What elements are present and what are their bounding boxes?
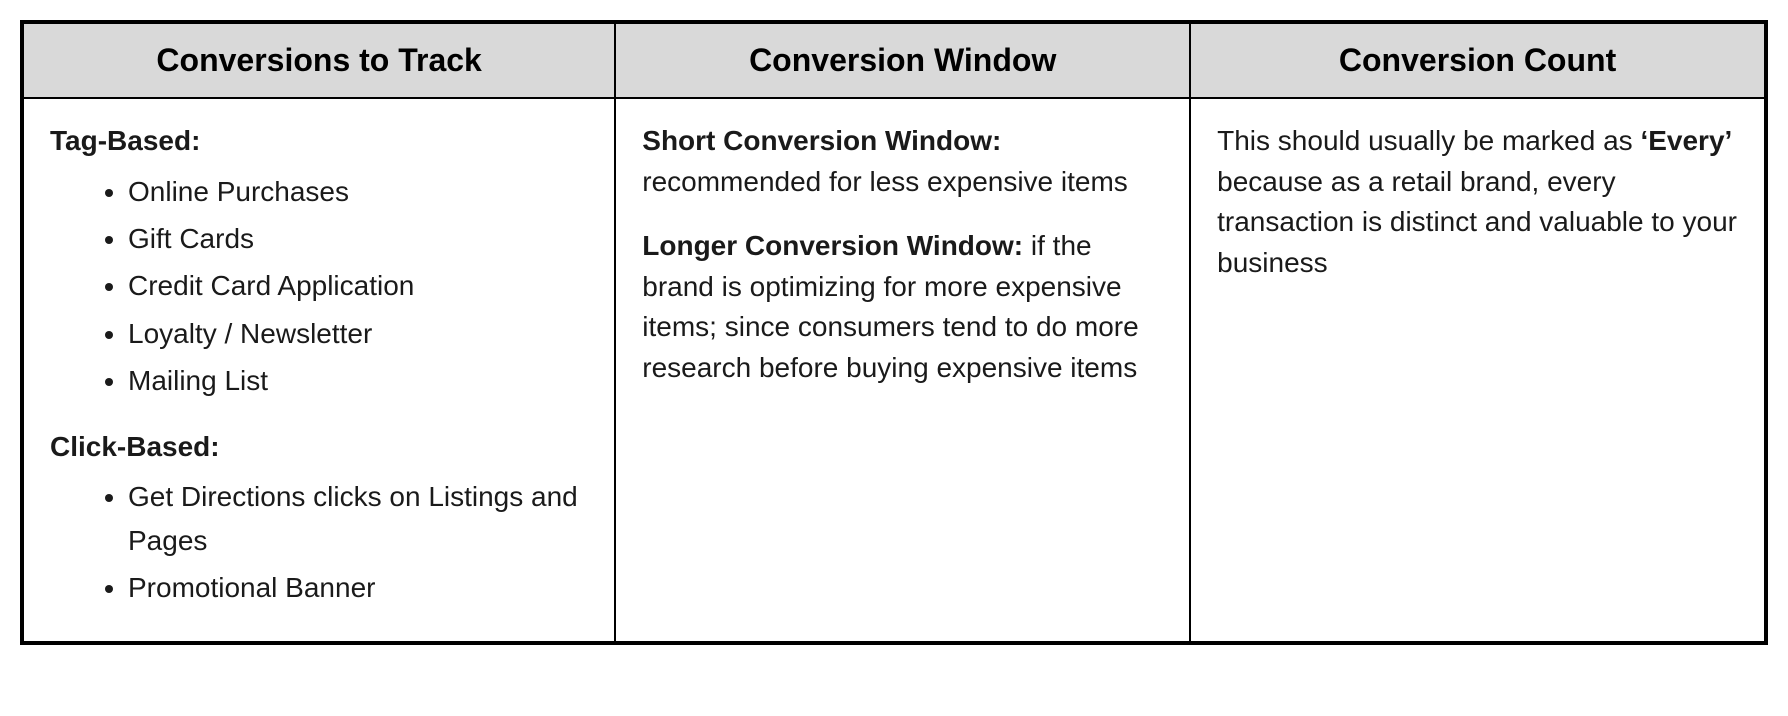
list-item: Credit Card Application bbox=[128, 262, 588, 309]
cell-conversions-to-track: Tag-Based: Online Purchases Gift Cards C… bbox=[23, 98, 615, 642]
short-window-body: recommended for less expensive items bbox=[642, 166, 1128, 197]
list-item: Get Directions clicks on Listings and Pa… bbox=[128, 473, 588, 564]
col-header-conversion-window: Conversion Window bbox=[615, 23, 1190, 98]
list-item: Promotional Banner bbox=[128, 564, 588, 611]
short-window-heading: Short Conversion Window: bbox=[642, 125, 1001, 156]
list-item: Gift Cards bbox=[128, 215, 588, 262]
longer-window-block: Longer Conversion Window: if the brand i… bbox=[642, 226, 1163, 388]
table-header-row: Conversions to Track Conversion Window C… bbox=[23, 23, 1765, 98]
section-heading-tag-based: Tag-Based: bbox=[50, 121, 588, 162]
cell-conversion-count: This should usually be marked as ‘Every’… bbox=[1190, 98, 1765, 642]
col-header-conversions-to-track: Conversions to Track bbox=[23, 23, 615, 98]
col-header-conversion-count: Conversion Count bbox=[1190, 23, 1765, 98]
longer-window-heading: Longer Conversion Window: bbox=[642, 230, 1023, 261]
count-text-bold: ‘Every’ bbox=[1640, 125, 1732, 156]
cell-conversion-window: Short Conversion Window: recommended for… bbox=[615, 98, 1190, 642]
list-item: Mailing List bbox=[128, 357, 588, 404]
list-item: Loyalty / Newsletter bbox=[128, 310, 588, 357]
conversion-reference-table: Conversions to Track Conversion Window C… bbox=[20, 20, 1768, 645]
table-row: Tag-Based: Online Purchases Gift Cards C… bbox=[23, 98, 1765, 642]
short-window-block: Short Conversion Window: recommended for… bbox=[642, 121, 1163, 202]
section-heading-click-based: Click-Based: bbox=[50, 427, 588, 468]
table: Conversions to Track Conversion Window C… bbox=[22, 22, 1766, 643]
tag-based-list: Online Purchases Gift Cards Credit Card … bbox=[50, 168, 588, 405]
count-text-post: because as a retail brand, every transac… bbox=[1217, 166, 1737, 278]
click-based-list: Get Directions clicks on Listings and Pa… bbox=[50, 473, 588, 611]
conversion-count-text: This should usually be marked as ‘Every’… bbox=[1217, 121, 1738, 283]
count-text-pre: This should usually be marked as bbox=[1217, 125, 1640, 156]
list-item: Online Purchases bbox=[128, 168, 588, 215]
